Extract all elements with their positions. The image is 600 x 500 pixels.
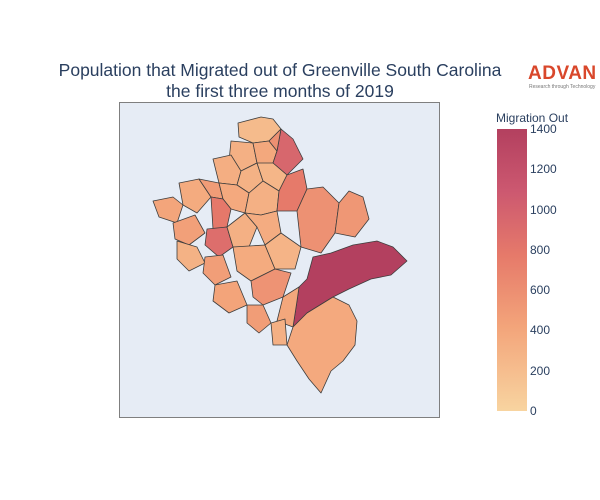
tract-region[interactable] bbox=[246, 304, 272, 334]
colorbar-tick-label: 1000 bbox=[530, 202, 557, 217]
tract-region[interactable] bbox=[276, 286, 300, 328]
colorbar-title: Migration Out bbox=[496, 111, 569, 125]
colorbar-tick-label: 800 bbox=[530, 242, 551, 257]
colorbar-tick-label: 200 bbox=[530, 363, 551, 378]
tract-region[interactable] bbox=[152, 196, 184, 224]
tract-region[interactable] bbox=[204, 226, 234, 258]
tract-region[interactable] bbox=[334, 190, 370, 238]
chart-title-line1: Population that Migrated out of Greenvil… bbox=[58, 60, 502, 80]
colorbar-tick-label: 1400 bbox=[530, 122, 557, 136]
advan-logo: ADVAN Research through Technology bbox=[528, 63, 600, 91]
tract-region[interactable] bbox=[286, 296, 358, 394]
tract-region[interactable] bbox=[264, 232, 302, 270]
tract-region[interactable] bbox=[268, 128, 282, 152]
tract-region[interactable] bbox=[226, 212, 258, 248]
tract-region[interactable] bbox=[202, 254, 232, 286]
tract-region[interactable] bbox=[176, 240, 206, 272]
choropleth-map[interactable] bbox=[120, 103, 440, 418]
tract-region[interactable] bbox=[296, 186, 340, 254]
tract-region[interactable] bbox=[212, 280, 248, 314]
colorbar-tick-label: 1200 bbox=[530, 162, 557, 177]
colorbar-tick-label: 0 bbox=[530, 404, 537, 418]
logo-wordmark: ADVAN bbox=[528, 63, 597, 84]
colorbar bbox=[497, 129, 527, 411]
colorbar-tick-label: 400 bbox=[530, 323, 551, 338]
logo-tagline: Research through Technology bbox=[529, 84, 596, 90]
chart-title-line2: the first three months of 2019 bbox=[166, 81, 394, 101]
map-frame[interactable] bbox=[119, 102, 440, 418]
colorbar-tick-label: 600 bbox=[530, 283, 551, 298]
tract-region[interactable] bbox=[172, 214, 206, 246]
chart-title: Population that Migrated out of Greenvil… bbox=[20, 60, 540, 102]
tract-region[interactable] bbox=[178, 178, 212, 214]
tract-region[interactable] bbox=[210, 196, 232, 230]
tract-region[interactable] bbox=[270, 318, 288, 346]
